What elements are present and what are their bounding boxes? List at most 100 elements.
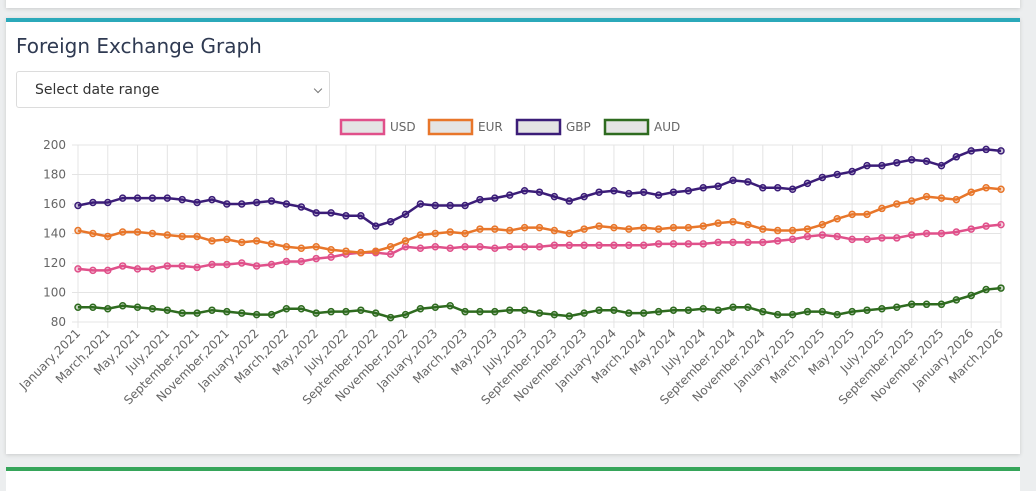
data-point	[252, 262, 261, 270]
data-point	[639, 241, 648, 250]
data-point	[476, 225, 484, 233]
series-line	[78, 286, 1002, 319]
data-point	[625, 225, 633, 233]
data-point	[580, 192, 588, 201]
data-point	[848, 307, 856, 316]
data-point	[982, 184, 990, 192]
data-point	[461, 229, 469, 238]
data-point	[699, 222, 708, 230]
data-point	[744, 220, 752, 229]
legend-swatch	[515, 118, 562, 136]
data-point	[654, 225, 663, 233]
data-point	[476, 195, 484, 204]
data-point	[223, 307, 231, 316]
data-point	[89, 229, 97, 238]
data-point	[297, 244, 306, 252]
data-point	[654, 191, 663, 199]
data-point	[520, 186, 529, 195]
data-point	[163, 231, 172, 239]
data-point	[997, 185, 1005, 193]
data-point	[535, 243, 544, 251]
data-point	[312, 243, 320, 251]
data-point	[893, 303, 901, 311]
data-point	[505, 243, 514, 251]
data-point	[520, 306, 529, 314]
legend-swatch	[427, 118, 474, 136]
data-point	[252, 198, 261, 207]
card-title: Foreign Exchange Graph	[16, 34, 262, 58]
data-point	[684, 306, 693, 314]
legend-label: EUR	[478, 120, 503, 134]
data-point	[163, 306, 172, 314]
data-point	[208, 260, 216, 269]
y-tick-label: 200	[43, 138, 66, 152]
data-point	[595, 222, 603, 230]
data-point	[342, 212, 350, 220]
data-point	[550, 241, 559, 250]
data-point	[729, 238, 737, 247]
date-range-select[interactable]: Select date range	[16, 71, 330, 108]
data-point	[74, 265, 82, 273]
y-tick-label: 80	[51, 315, 66, 329]
data-point	[386, 250, 395, 258]
data-point	[773, 310, 782, 319]
data-point	[654, 307, 663, 316]
data-point	[104, 198, 112, 207]
data-point	[907, 231, 916, 239]
data-point	[997, 220, 1005, 229]
data-point	[491, 307, 499, 316]
data-point	[610, 223, 618, 232]
data-point	[952, 153, 961, 161]
data-point	[893, 234, 901, 242]
data-point	[252, 237, 261, 245]
data-point	[699, 240, 708, 248]
data-point	[863, 235, 871, 244]
data-point	[967, 225, 975, 233]
data-point	[595, 306, 603, 314]
data-point	[997, 147, 1005, 155]
data-point	[788, 226, 797, 235]
data-point	[431, 229, 440, 238]
data-point	[148, 304, 157, 313]
data-point	[223, 260, 231, 269]
data-point	[818, 231, 827, 239]
data-point	[223, 200, 231, 208]
data-point	[803, 179, 812, 188]
data-point	[714, 219, 722, 227]
data-point	[565, 312, 574, 320]
data-point	[729, 176, 737, 185]
data-point	[878, 204, 886, 213]
data-point	[982, 145, 990, 154]
data-point	[312, 209, 320, 217]
data-point	[625, 241, 633, 250]
data-point	[118, 302, 127, 310]
data-point	[610, 241, 618, 250]
data-point	[654, 240, 663, 248]
data-point	[595, 188, 603, 196]
data-point	[431, 243, 440, 251]
data-point	[729, 303, 737, 311]
data-point	[952, 195, 961, 204]
card	[6, 0, 1020, 8]
data-point	[133, 228, 142, 236]
data-point	[639, 309, 648, 317]
data-point	[937, 161, 946, 170]
data-point	[505, 306, 514, 314]
data-point	[446, 302, 454, 310]
data-point	[863, 210, 871, 219]
data-point	[669, 306, 678, 314]
data-point	[520, 243, 529, 251]
data-point	[148, 229, 157, 238]
data-point	[386, 217, 395, 226]
data-point	[773, 237, 782, 245]
data-point	[267, 197, 276, 205]
data-point	[937, 229, 946, 238]
data-point	[759, 184, 767, 192]
data-point	[342, 247, 350, 255]
data-point	[550, 226, 559, 235]
data-point	[639, 223, 648, 232]
data-point	[893, 200, 901, 208]
data-point	[520, 223, 529, 232]
data-point	[803, 225, 812, 233]
data-point	[386, 313, 395, 322]
